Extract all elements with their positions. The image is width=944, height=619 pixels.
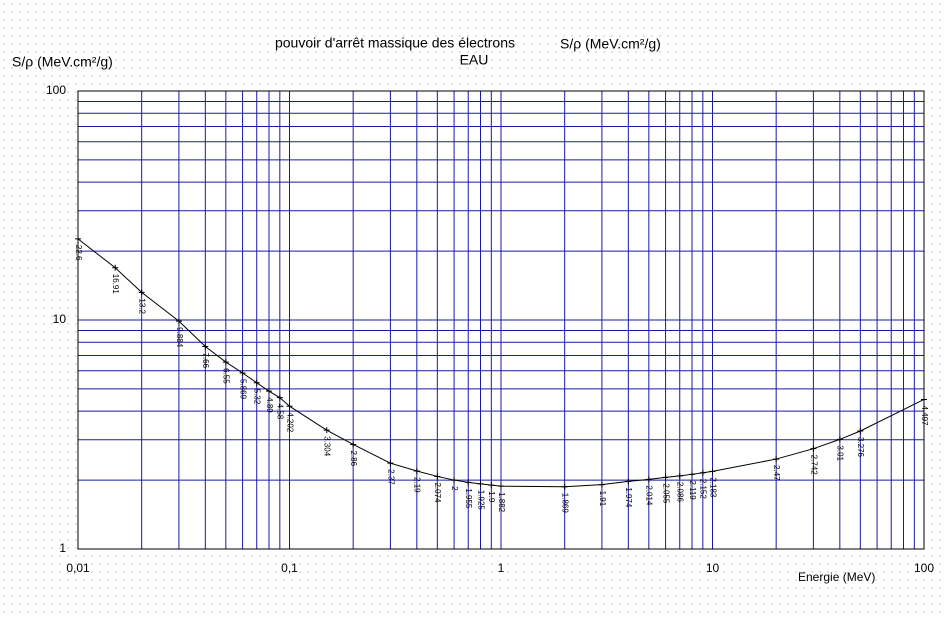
data-label: 2.086 — [676, 482, 685, 503]
point-marker — [222, 359, 229, 366]
data-label: 4.497 — [920, 405, 929, 426]
chart-title: pouvoir d'arrêt massique des électrons — [275, 35, 515, 51]
x-tick-label: 0,01 — [66, 561, 90, 575]
data-label: 6.55 — [222, 368, 231, 384]
data-label: 4.58 — [276, 404, 285, 420]
point-marker — [709, 468, 716, 475]
point-marker — [625, 478, 632, 485]
chart-subtitle: EAU — [460, 52, 489, 68]
data-label: 2.074 — [433, 482, 442, 503]
point-marker — [477, 480, 484, 487]
point-marker — [323, 427, 330, 434]
data-label: 4.202 — [285, 412, 294, 433]
point-marker — [253, 379, 260, 386]
point-marker — [662, 474, 669, 481]
data-label: 2.152 — [699, 479, 708, 500]
data-label: 1.91 — [598, 491, 607, 507]
data-label: 2.37 — [386, 469, 395, 485]
point-marker — [676, 472, 683, 479]
point-marker — [434, 473, 441, 480]
y-tick-label: 10 — [53, 312, 67, 326]
x-tick-label: 1 — [498, 561, 505, 575]
data-label: 2.19 — [413, 477, 422, 493]
point-marker — [75, 235, 81, 242]
data-label: 2.86 — [349, 450, 358, 466]
point-marker — [413, 468, 420, 475]
point-marker — [451, 477, 458, 484]
point-marker — [239, 369, 246, 376]
point-marker — [175, 318, 182, 325]
point-marker — [699, 469, 706, 476]
data-label: 3.304 — [323, 436, 332, 457]
data-label: 9.884 — [175, 327, 184, 348]
data-label: 1.974 — [624, 487, 633, 508]
data-label: 22.6 — [74, 245, 83, 261]
data-label: 2.055 — [661, 483, 670, 504]
data-label: 2.742 — [809, 455, 818, 476]
y-axis-label-right: S/ρ (MeV.cm²/g) — [560, 36, 661, 52]
plot-frame — [77, 90, 925, 550]
data-label: 3.276 — [856, 437, 865, 458]
point-marker — [112, 264, 119, 271]
data-label: 2.014 — [645, 485, 654, 506]
data-label: 2.183 — [708, 477, 717, 498]
y-axis-label: S/ρ (MeV.cm²/g) — [12, 54, 113, 70]
data-label: 5.32 — [253, 389, 262, 405]
data-label: 13.2 — [138, 298, 147, 314]
point-marker — [202, 343, 209, 350]
point-marker — [645, 476, 652, 483]
data-label: 4.89 — [265, 397, 274, 413]
point-marker — [836, 436, 843, 443]
point-marker — [138, 289, 145, 296]
point-marker — [276, 394, 283, 401]
point-marker — [350, 441, 357, 448]
data-label: 1.9 — [487, 491, 496, 503]
point-marker — [498, 483, 504, 490]
data-label: 2.119 — [688, 480, 697, 500]
data-label: 5.869 — [238, 379, 247, 400]
data-label: 16.91 — [111, 274, 120, 295]
data-label: 1.925 — [476, 490, 485, 511]
y-tick-label: 100 — [46, 83, 66, 97]
data-label: 1.869 — [561, 493, 570, 514]
point-marker — [810, 445, 817, 452]
point-marker — [598, 481, 605, 488]
data-label: 1.955 — [464, 488, 473, 509]
point-marker — [561, 483, 568, 490]
point-marker — [286, 403, 293, 410]
data-label: 3.01 — [836, 445, 845, 461]
y-tick-label: 1 — [59, 541, 66, 555]
point-marker — [488, 482, 495, 489]
point-marker — [465, 479, 472, 486]
point-marker — [266, 388, 273, 395]
x-axis-label: Energie (MeV) — [798, 570, 875, 584]
data-label: 2 — [450, 486, 459, 491]
point-marker — [387, 460, 394, 467]
point-marker — [773, 456, 780, 463]
point-marker — [689, 471, 696, 478]
data-label: 1.882 — [497, 492, 506, 513]
data-label: 7.66 — [201, 353, 210, 369]
point-marker — [857, 427, 864, 434]
data-label: 2.47 — [772, 465, 781, 481]
x-tick-label: 100 — [914, 561, 934, 575]
point-marker — [921, 396, 927, 403]
x-tick-label: 10 — [706, 561, 720, 575]
x-tick-label: 0,1 — [281, 561, 298, 575]
